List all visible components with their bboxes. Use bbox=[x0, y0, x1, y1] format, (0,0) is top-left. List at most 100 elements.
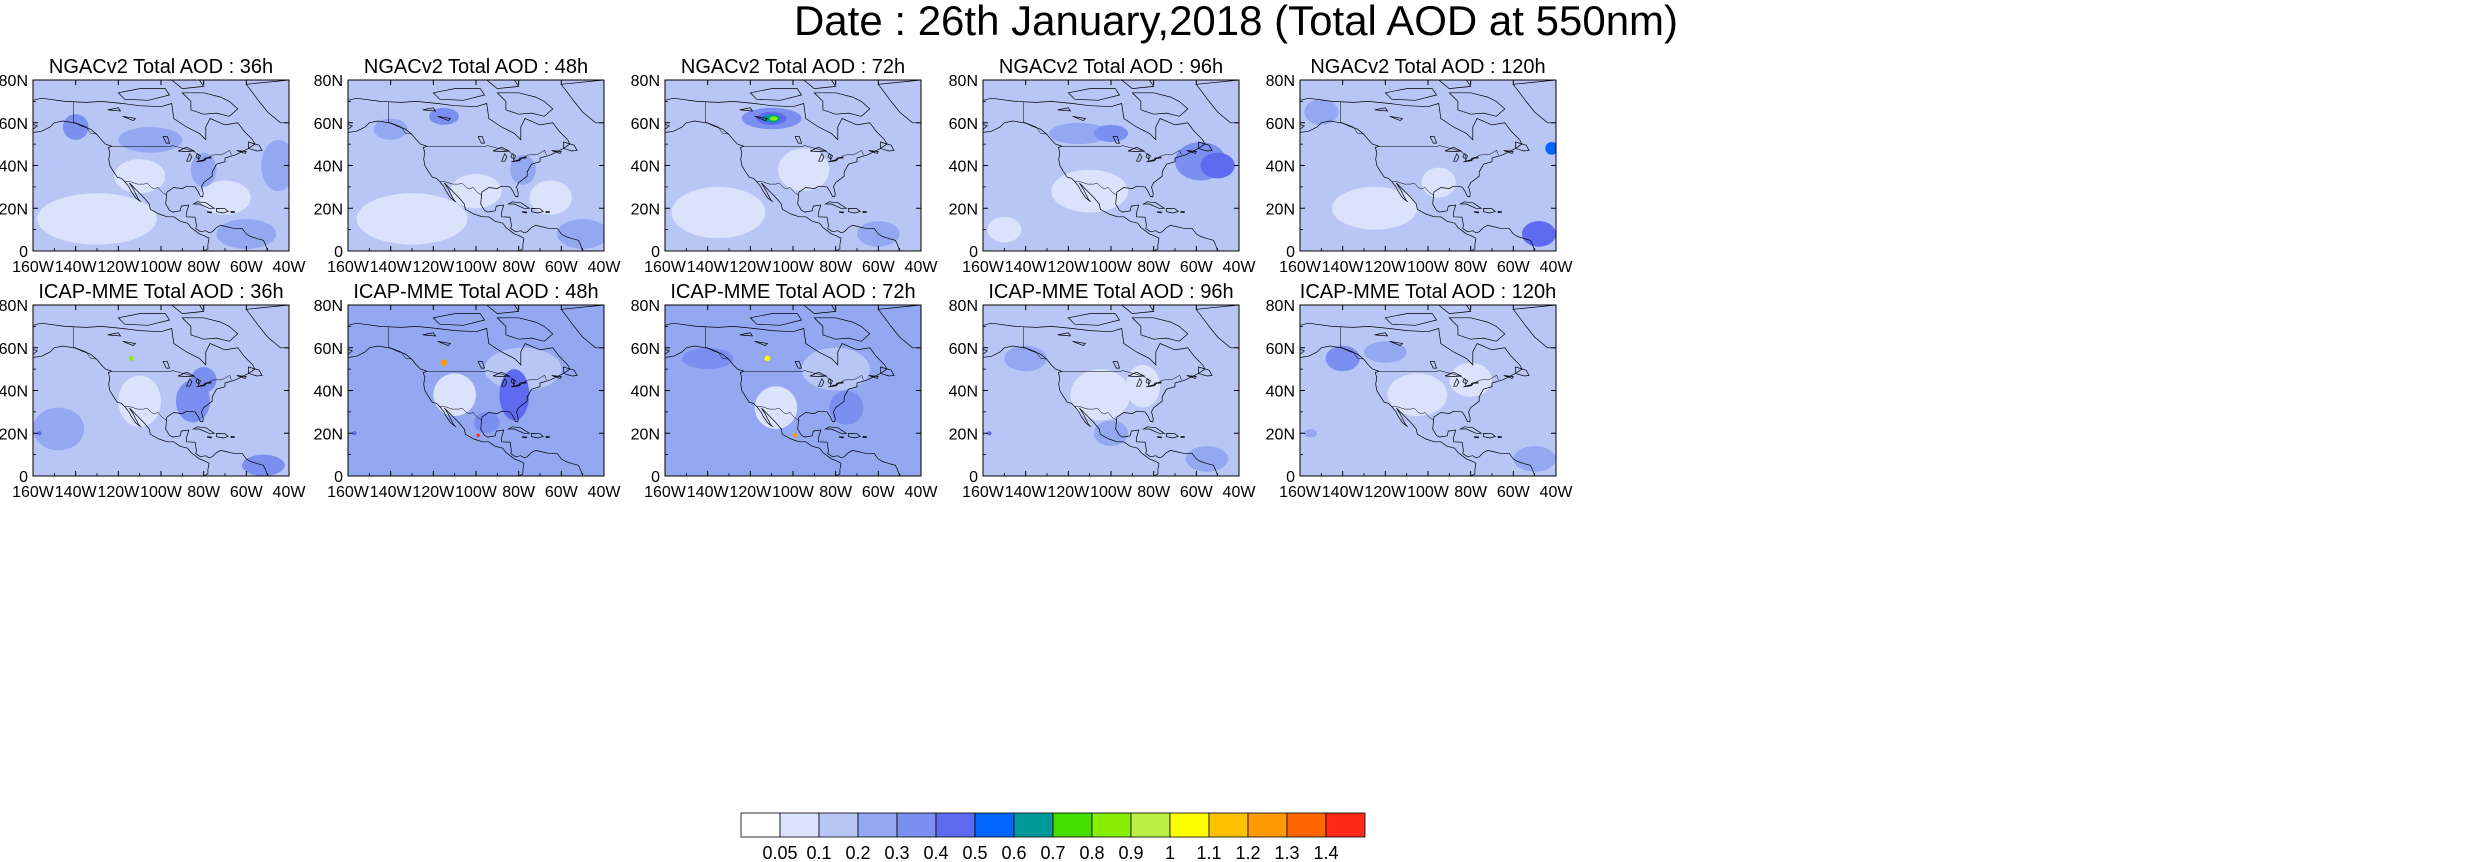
y-tick-label: 60N bbox=[314, 116, 343, 133]
aod-blob bbox=[190, 366, 217, 393]
x-tick-label: 60W bbox=[1497, 259, 1531, 276]
us-mexico-border bbox=[756, 406, 800, 421]
y-tick-label: 60N bbox=[1266, 116, 1295, 133]
aod-blob bbox=[1070, 369, 1131, 421]
island-coastline bbox=[1473, 211, 1480, 214]
continent-coastline bbox=[665, 322, 921, 476]
aod-blob bbox=[190, 152, 217, 187]
x-tick-label: 60W bbox=[545, 484, 579, 501]
aod-blob bbox=[62, 114, 89, 140]
aod-blob bbox=[987, 431, 992, 436]
y-tick-label: 80N bbox=[314, 298, 343, 315]
alaska-border bbox=[73, 102, 98, 135]
us-canada-border bbox=[111, 145, 232, 162]
y-tick-label: 80N bbox=[0, 298, 28, 315]
island-coastline bbox=[1186, 150, 1197, 154]
y-tick-label: 60N bbox=[631, 341, 660, 358]
x-tick-label: 100W bbox=[772, 484, 815, 501]
y-tick-label: 20N bbox=[1266, 426, 1295, 443]
island-coastline bbox=[192, 201, 216, 209]
x-tick-label: 60W bbox=[230, 484, 264, 501]
y-tick-label: 80N bbox=[949, 73, 978, 90]
lake-outline bbox=[195, 153, 201, 160]
island-coastline bbox=[1180, 436, 1185, 438]
continent-coastline bbox=[983, 97, 1239, 251]
island-coastline bbox=[838, 436, 845, 439]
x-tick-label: 80W bbox=[1137, 259, 1171, 276]
y-tick-label: 40N bbox=[631, 384, 660, 401]
lake-outline bbox=[510, 153, 516, 160]
map-panel-4: 160W 140W 120W 100W 80W 60W 40W 0 20N 40N 60N 80N NG… bbox=[949, 56, 1257, 276]
lake-outline bbox=[1146, 384, 1157, 388]
island-coastline bbox=[1121, 80, 1155, 89]
aod-blob bbox=[1332, 186, 1418, 230]
y-tick-label: 0 bbox=[334, 244, 343, 261]
island-coastline bbox=[1156, 436, 1163, 439]
lake-outline bbox=[1057, 332, 1072, 337]
colorbar-swatch bbox=[857, 812, 898, 838]
aod-blob bbox=[1545, 141, 1556, 155]
continent-coastline bbox=[348, 322, 604, 476]
x-tick-label: 160W bbox=[12, 259, 55, 276]
island-coastline bbox=[1483, 433, 1496, 439]
lake-outline bbox=[162, 361, 170, 369]
island-coastline bbox=[1180, 211, 1185, 213]
panel-title: NGACv2 Total AOD : 120h bbox=[1310, 56, 1545, 78]
lake-outline bbox=[1136, 152, 1143, 162]
y-tick-label: 40N bbox=[314, 384, 343, 401]
lake-outline bbox=[818, 152, 825, 162]
aod-blob bbox=[829, 390, 864, 425]
x-tick-label: 40W bbox=[588, 259, 622, 276]
x-tick-label: 120W bbox=[412, 484, 455, 501]
us-mexico-border bbox=[1074, 406, 1118, 421]
us-mexico-border bbox=[756, 181, 800, 196]
x-tick-label: 40W bbox=[1540, 484, 1574, 501]
x-tick-label: 80W bbox=[187, 259, 221, 276]
aod-blob bbox=[33, 407, 85, 451]
island-coastline bbox=[880, 141, 895, 152]
x-tick-label: 120W bbox=[97, 484, 140, 501]
aod-blob bbox=[1304, 99, 1339, 125]
island-coastline bbox=[848, 208, 861, 214]
aod-blob bbox=[1421, 167, 1456, 198]
colorbar-swatch bbox=[1247, 812, 1288, 838]
aod-blob bbox=[682, 347, 734, 370]
colorbar-label: 0.05 bbox=[762, 843, 797, 862]
island-coastline bbox=[1497, 211, 1502, 213]
continent-coastline bbox=[665, 97, 921, 251]
aod-blob bbox=[440, 359, 448, 366]
x-tick-label: 120W bbox=[1047, 484, 1090, 501]
island-coastline bbox=[1067, 313, 1121, 326]
y-tick-label: 20N bbox=[949, 201, 978, 218]
y-tick-label: 20N bbox=[949, 426, 978, 443]
island-coastline bbox=[1512, 80, 1556, 124]
island-coastline bbox=[230, 436, 235, 438]
colorbar-swatch bbox=[779, 812, 820, 838]
island-coastline bbox=[803, 305, 837, 314]
x-tick-label: 140W bbox=[1322, 259, 1365, 276]
island-coastline bbox=[248, 141, 263, 152]
lake-outline bbox=[1145, 153, 1151, 160]
x-tick-label: 100W bbox=[1407, 259, 1450, 276]
us-canada-border bbox=[1378, 145, 1499, 162]
aod-blob bbox=[429, 107, 459, 125]
aod-blob bbox=[1093, 124, 1129, 142]
aod-blob bbox=[1325, 345, 1360, 372]
island-coastline bbox=[560, 80, 604, 124]
y-tick-label: 0 bbox=[334, 469, 343, 486]
aod-background bbox=[348, 305, 604, 476]
x-tick-label: 140W bbox=[55, 484, 98, 501]
continent-coastline bbox=[983, 322, 1239, 476]
aod-blob bbox=[801, 347, 870, 391]
x-tick-label: 100W bbox=[140, 484, 183, 501]
y-tick-label: 0 bbox=[651, 244, 660, 261]
x-tick-label: 40W bbox=[588, 484, 622, 501]
island-coastline bbox=[531, 433, 544, 439]
island-coastline bbox=[181, 92, 239, 117]
island-coastline bbox=[117, 313, 171, 326]
lake-outline bbox=[501, 152, 508, 162]
aod-field bbox=[665, 80, 921, 251]
us-canada-border bbox=[1378, 370, 1499, 387]
panel-title: ICAP-MME Total AOD : 72h bbox=[670, 281, 915, 303]
